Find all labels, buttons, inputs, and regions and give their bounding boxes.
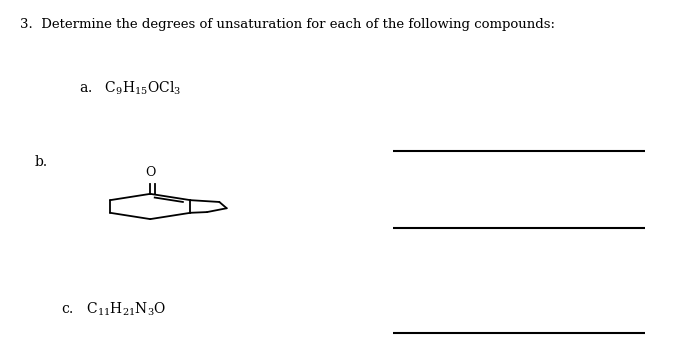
Text: c.   $\mathregular{C_{11}H_{21}N_3O}$: c. $\mathregular{C_{11}H_{21}N_3O}$ <box>61 301 167 318</box>
Text: O: O <box>145 166 156 179</box>
Text: a.   $\mathregular{C_9H_{15}OCl_3}$: a. $\mathregular{C_9H_{15}OCl_3}$ <box>79 80 181 98</box>
Text: 3.  Determine the degrees of unsaturation for each of the following compounds:: 3. Determine the degrees of unsaturation… <box>20 18 555 31</box>
Text: b.: b. <box>34 155 47 169</box>
